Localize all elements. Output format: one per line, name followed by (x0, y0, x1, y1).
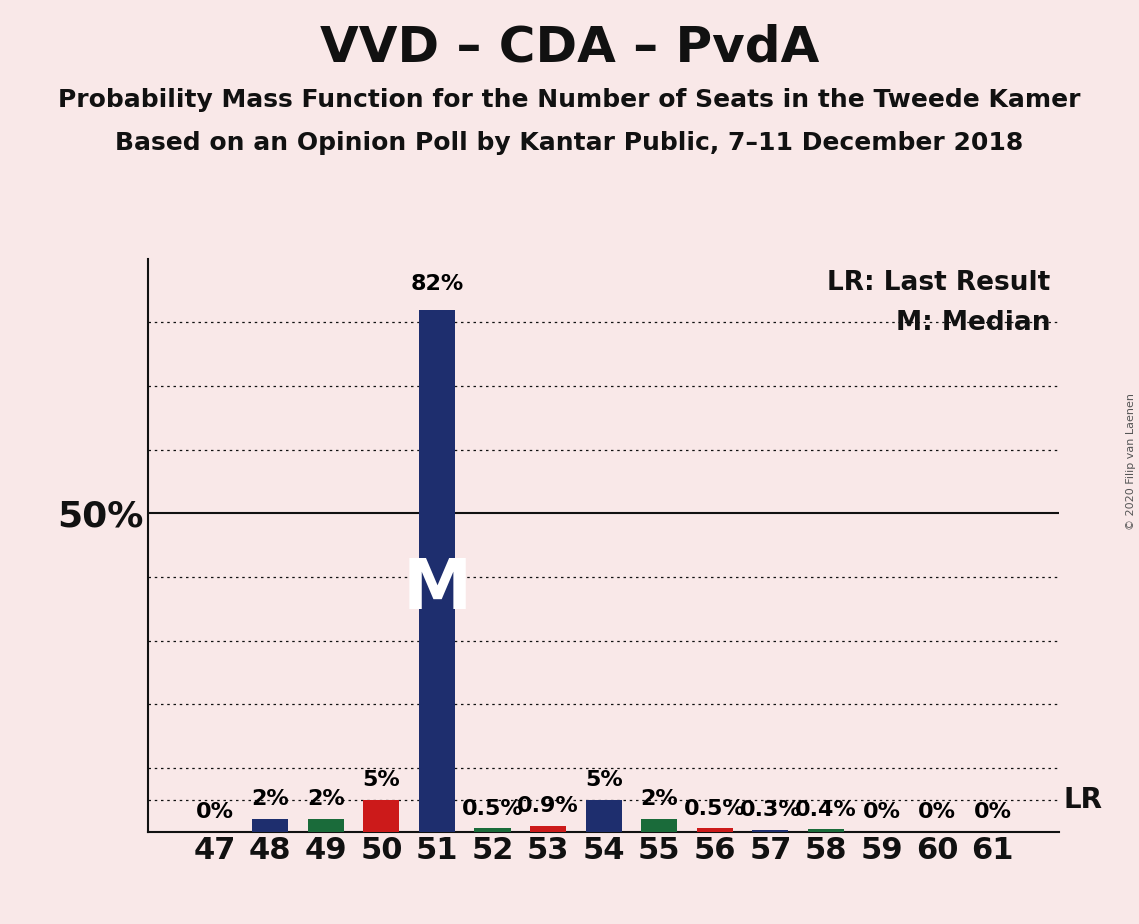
Text: Probability Mass Function for the Number of Seats in the Tweede Kamer: Probability Mass Function for the Number… (58, 88, 1081, 112)
Text: 0%: 0% (918, 802, 956, 822)
Text: 0.9%: 0.9% (517, 796, 579, 816)
Text: VVD – CDA – PvdA: VVD – CDA – PvdA (320, 23, 819, 71)
Text: LR: LR (1064, 785, 1103, 814)
Text: 5%: 5% (584, 771, 623, 790)
Bar (808, 829, 844, 832)
Bar (363, 800, 400, 832)
Text: 82%: 82% (410, 274, 464, 294)
Bar (475, 829, 510, 832)
Text: Based on an Opinion Poll by Kantar Public, 7–11 December 2018: Based on an Opinion Poll by Kantar Publi… (115, 131, 1024, 155)
Text: 2%: 2% (640, 789, 678, 809)
Text: 0.3%: 0.3% (739, 800, 801, 821)
Text: 0%: 0% (862, 802, 901, 822)
Text: 0.4%: 0.4% (795, 799, 857, 820)
Text: M: Median: M: Median (895, 310, 1050, 336)
Text: 0%: 0% (196, 802, 233, 822)
Bar (419, 310, 456, 832)
Text: 5%: 5% (362, 771, 400, 790)
Bar (641, 819, 678, 832)
Bar (252, 819, 288, 832)
Text: LR: Last Result: LR: Last Result (827, 270, 1050, 297)
Text: 2%: 2% (252, 789, 289, 809)
Text: © 2020 Filip van Laenen: © 2020 Filip van Laenen (1125, 394, 1136, 530)
Bar (697, 829, 732, 832)
Bar (752, 830, 788, 832)
Bar (308, 819, 344, 832)
Bar (585, 800, 622, 832)
Text: M: M (402, 556, 472, 623)
Text: 2%: 2% (308, 789, 345, 809)
Bar (530, 826, 566, 832)
Text: 0%: 0% (974, 802, 1011, 822)
Text: 0.5%: 0.5% (683, 799, 746, 819)
Text: 0.5%: 0.5% (461, 799, 524, 819)
